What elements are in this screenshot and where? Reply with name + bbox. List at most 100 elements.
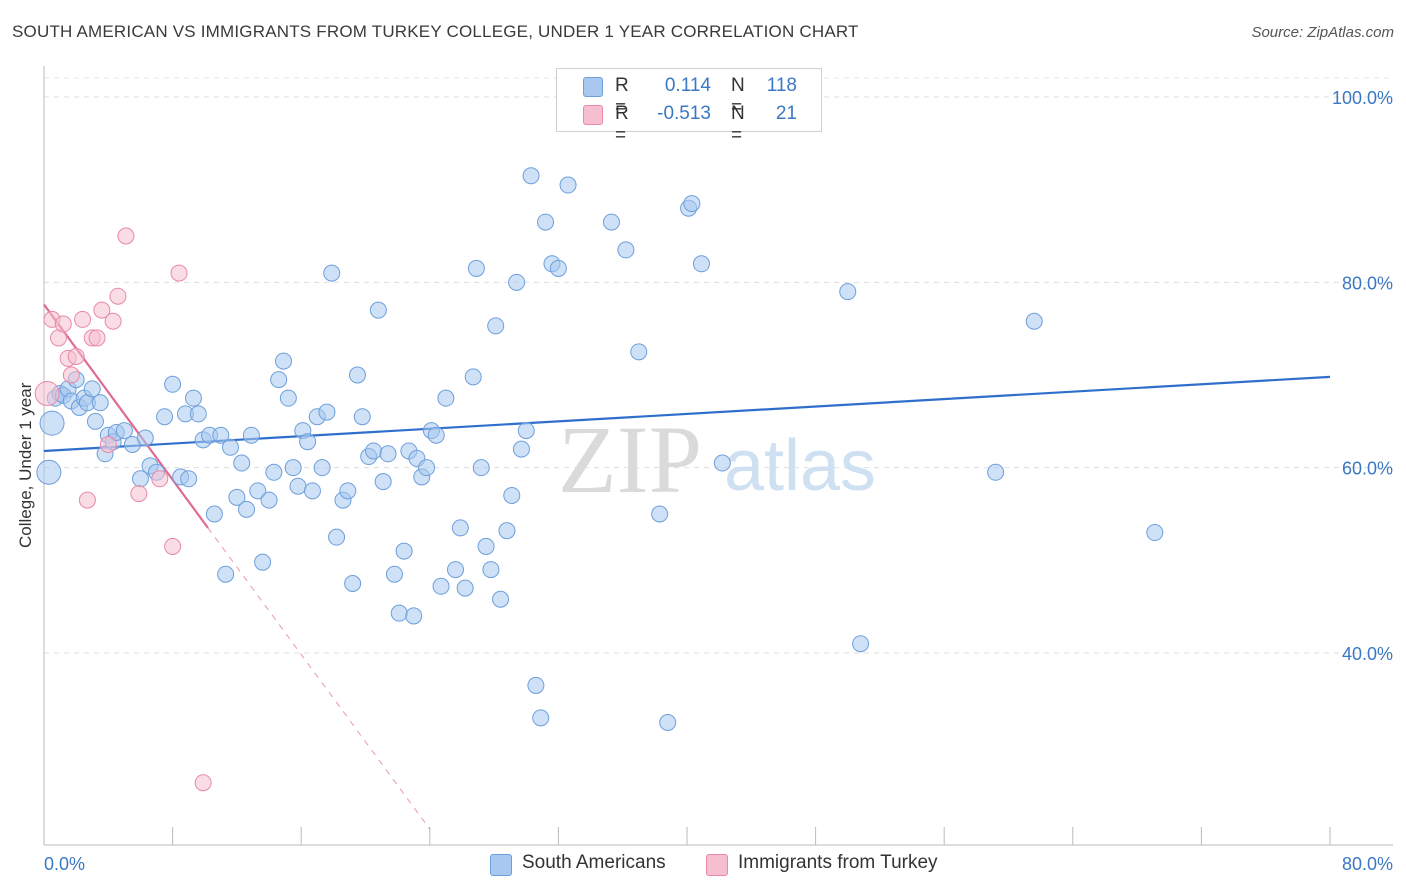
bottom-legend-swatch-pink: [706, 854, 728, 876]
point-south-american: [464, 368, 482, 386]
source-label: Source: ZipAtlas.com: [1251, 24, 1394, 41]
point-south-american: [602, 213, 620, 231]
bottom-legend-swatch-blue: [490, 854, 512, 876]
point-south-american: [238, 500, 256, 518]
point-south-american: [549, 259, 567, 277]
point-immigrant-turkey: [78, 491, 96, 509]
point-immigrant-turkey: [151, 470, 169, 488]
point-south-american: [39, 410, 65, 436]
bottom-legend-label: Immigrants from Turkey: [738, 852, 938, 873]
point-south-american: [369, 301, 387, 319]
point-south-american: [559, 176, 577, 194]
correlation-legend: R = 0.114 N = 118 R = -0.513 N = 21: [556, 68, 822, 146]
point-south-american: [852, 635, 870, 653]
point-immigrant-turkey: [130, 485, 148, 503]
point-south-american: [527, 676, 545, 694]
point-immigrant-turkey: [93, 301, 111, 319]
point-south-american: [323, 264, 341, 282]
point-south-american: [180, 470, 198, 488]
point-south-american: [418, 459, 436, 477]
point-south-american: [427, 426, 445, 444]
point-south-american: [1025, 312, 1043, 330]
point-immigrant-turkey: [88, 329, 106, 347]
point-south-american: [270, 371, 288, 389]
point-immigrant-turkey: [109, 287, 127, 305]
point-immigrant-turkey: [67, 347, 85, 365]
point-south-american: [487, 317, 505, 335]
x-tick-label: 0.0%: [44, 854, 85, 874]
point-south-american: [537, 213, 555, 231]
point-south-american: [303, 482, 321, 500]
point-south-american: [83, 380, 101, 398]
point-south-american: [437, 389, 455, 407]
point-south-american: [651, 505, 669, 523]
point-south-american: [279, 389, 297, 407]
point-south-american: [503, 486, 521, 504]
point-south-american: [189, 405, 207, 423]
trend-lines: [43, 303, 1331, 830]
point-immigrant-turkey: [170, 264, 188, 282]
point-south-american: [659, 714, 677, 731]
point-south-american: [299, 433, 317, 451]
y-tick-label: 100.0%: [1332, 88, 1393, 108]
point-immigrant-turkey: [194, 774, 212, 792]
point-south-american: [221, 438, 239, 456]
point-south-american: [482, 561, 500, 579]
point-south-american: [254, 553, 272, 571]
point-south-american: [522, 167, 540, 185]
watermark: ZIP atlas: [558, 406, 876, 513]
point-immigrant-turkey: [164, 537, 182, 555]
x-tick-label: 80.0%: [1342, 854, 1393, 874]
point-south-american: [987, 463, 1005, 481]
point-south-american: [344, 575, 362, 592]
legend-r-value: 0.114: [664, 75, 711, 96]
point-south-american: [390, 604, 408, 622]
legend-swatch-pink: [583, 105, 603, 125]
y-tick-label: 40.0%: [1342, 644, 1393, 664]
point-south-american: [432, 577, 450, 595]
legend-swatch-blue: [583, 77, 603, 97]
point-south-american: [405, 607, 423, 625]
y-tick-label: 60.0%: [1342, 459, 1393, 479]
point-south-american: [385, 565, 403, 583]
legend-r-value: -0.513: [657, 103, 711, 124]
legend-n-label: N =: [731, 103, 745, 146]
chart-title: SOUTH AMERICAN VS IMMIGRANTS FROM TURKEY…: [12, 22, 859, 41]
watermark-atlas: atlas: [724, 426, 876, 506]
point-south-american: [86, 412, 104, 430]
point-immigrant-turkey: [54, 315, 72, 333]
watermark-zip: ZIP: [558, 406, 702, 513]
point-south-american: [472, 459, 490, 477]
point-south-american: [265, 463, 283, 481]
point-south-american: [498, 522, 516, 540]
point-immigrant-turkey: [74, 310, 92, 328]
point-south-american: [328, 528, 346, 546]
point-south-american: [630, 343, 648, 361]
point-south-american: [242, 426, 260, 444]
point-south-american: [217, 565, 235, 583]
point-immigrant-turkey: [117, 227, 135, 245]
tick-labels: 40.0% 60.0% 80.0% 100.0% 0.0% 80.0%: [44, 88, 1393, 874]
trend-line-immigrants-turkey-extension: [207, 527, 431, 830]
point-south-american: [365, 442, 383, 460]
point-south-american: [508, 273, 526, 291]
point-south-american: [136, 429, 154, 447]
point-south-american: [467, 259, 485, 277]
point-south-american: [275, 352, 293, 370]
point-south-american: [839, 283, 857, 301]
point-south-american: [313, 459, 331, 477]
point-south-american: [249, 482, 267, 500]
legend-n-value: 21: [775, 103, 797, 124]
point-south-american: [713, 454, 731, 472]
bottom-legend-label: South Americans: [522, 852, 666, 873]
point-immigrant-turkey: [99, 436, 117, 453]
point-south-american: [374, 473, 392, 491]
legend-n-label: N =: [731, 75, 745, 118]
legend-r-label: R =: [615, 75, 629, 118]
point-south-american: [260, 491, 278, 509]
y-axis-title: College, Under 1 year: [16, 382, 35, 548]
point-south-american: [447, 561, 465, 579]
point-south-american: [348, 366, 366, 384]
point-south-american: [212, 426, 230, 444]
